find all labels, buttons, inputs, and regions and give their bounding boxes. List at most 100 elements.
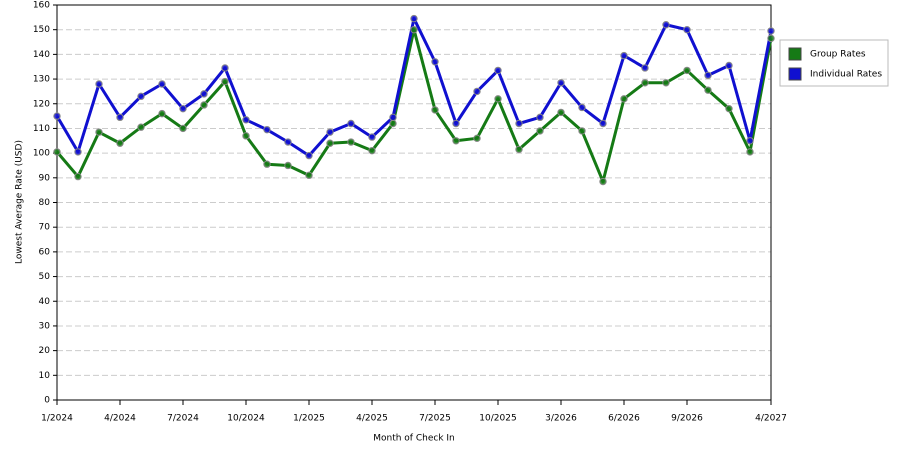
data-point: [95, 128, 103, 136]
data-point: [158, 109, 166, 118]
legend-label: Group Rates: [810, 50, 866, 60]
legend-label: Individual Rates: [810, 70, 882, 80]
data-point: [620, 51, 628, 60]
data-point: [431, 58, 439, 66]
x-tick-label: 7/2025: [419, 414, 451, 424]
data-point: [74, 172, 82, 181]
x-tick-label: 10/2024: [227, 414, 265, 424]
data-point: [263, 125, 271, 134]
data-point: [599, 119, 607, 128]
data-point: [200, 90, 208, 98]
x-tick-label: 1/2024: [41, 414, 73, 424]
data-point: [452, 119, 460, 128]
x-axis-title: Month of Check In: [373, 434, 455, 444]
data-point: [662, 79, 670, 87]
y-tick-label: 0: [44, 396, 50, 406]
y-axis-title: Lowest Average Rate (USD): [15, 140, 25, 264]
series-line: [55, 28, 773, 184]
data-point: [347, 138, 355, 146]
data-point: [137, 123, 145, 131]
x-tick-label: 4/2025: [356, 414, 388, 424]
data-point: [620, 95, 628, 103]
x-tick-label: 6/2026: [608, 414, 640, 424]
data-point: [263, 160, 271, 168]
x-tick-label: 1/2025: [293, 414, 325, 424]
legend-swatch: [788, 47, 802, 61]
y-tick-label: 140: [33, 50, 50, 60]
data-point: [746, 137, 754, 145]
plot-frame: [56, 4, 772, 401]
data-point: [704, 71, 712, 80]
y-tick-label: 10: [39, 371, 51, 381]
data-point: [494, 95, 502, 103]
data-point: [158, 80, 166, 88]
data-point: [305, 171, 313, 180]
data-point: [305, 151, 313, 160]
x-tick-label: 9/2026: [671, 414, 703, 424]
legend-swatch: [788, 67, 802, 81]
data-point: [494, 66, 502, 75]
data-point: [452, 137, 460, 145]
data-point: [767, 34, 775, 43]
data-point: [767, 27, 775, 35]
data-point: [746, 148, 754, 156]
data-point: [473, 134, 481, 143]
x-tick-label: 7/2024: [167, 414, 199, 424]
x-tick-label: 4/2027: [755, 414, 787, 424]
data-point: [515, 119, 523, 128]
data-point: [221, 77, 229, 86]
data-point: [116, 139, 124, 147]
y-tick-label: 90: [39, 173, 51, 183]
data-point: [368, 146, 376, 155]
y-tick-label: 20: [39, 346, 51, 356]
data-point: [284, 138, 292, 146]
x-tick-label: 10/2025: [479, 414, 516, 424]
data-point: [116, 113, 124, 122]
data-point: [641, 79, 649, 87]
data-point: [221, 64, 229, 72]
data-point: [557, 108, 565, 117]
data-point: [326, 139, 334, 147]
data-point: [557, 79, 565, 87]
y-tick-label: 100: [33, 149, 50, 159]
y-tick-label: 50: [39, 272, 51, 282]
data-point: [179, 104, 187, 113]
data-point: [137, 92, 145, 101]
data-point: [284, 161, 292, 170]
data-point: [662, 21, 670, 29]
data-point: [683, 25, 691, 34]
data-point: [326, 128, 334, 136]
data-point: [431, 106, 439, 114]
data-point: [410, 14, 418, 23]
data-point: [725, 104, 733, 113]
y-tick-label: 80: [39, 198, 51, 208]
data-point: [53, 112, 61, 120]
data-point: [389, 119, 397, 128]
y-tick-label: 130: [33, 75, 50, 85]
data-point: [95, 80, 103, 88]
data-point: [389, 113, 397, 122]
data-point: [725, 61, 733, 70]
data-point: [536, 127, 544, 135]
y-tick-label: 110: [33, 124, 50, 134]
data-point: [200, 101, 208, 109]
data-point: [515, 145, 523, 154]
data-point: [179, 124, 187, 133]
data-point: [368, 133, 376, 141]
data-point: [536, 113, 544, 122]
y-tick-label: 120: [33, 99, 50, 109]
data-point: [641, 64, 649, 72]
y-tick-label: 160: [33, 1, 50, 11]
x-tick-label: 4/2024: [104, 414, 136, 424]
series-line: [55, 17, 773, 158]
data-point: [74, 148, 82, 156]
y-tick-label: 40: [39, 297, 51, 307]
data-point: [599, 177, 607, 186]
y-tick-label: 60: [39, 247, 51, 257]
y-tick-label: 70: [39, 223, 51, 233]
data-point: [242, 116, 250, 124]
data-point: [578, 103, 586, 112]
data-point: [410, 25, 418, 34]
y-tick-label: 30: [39, 321, 51, 331]
